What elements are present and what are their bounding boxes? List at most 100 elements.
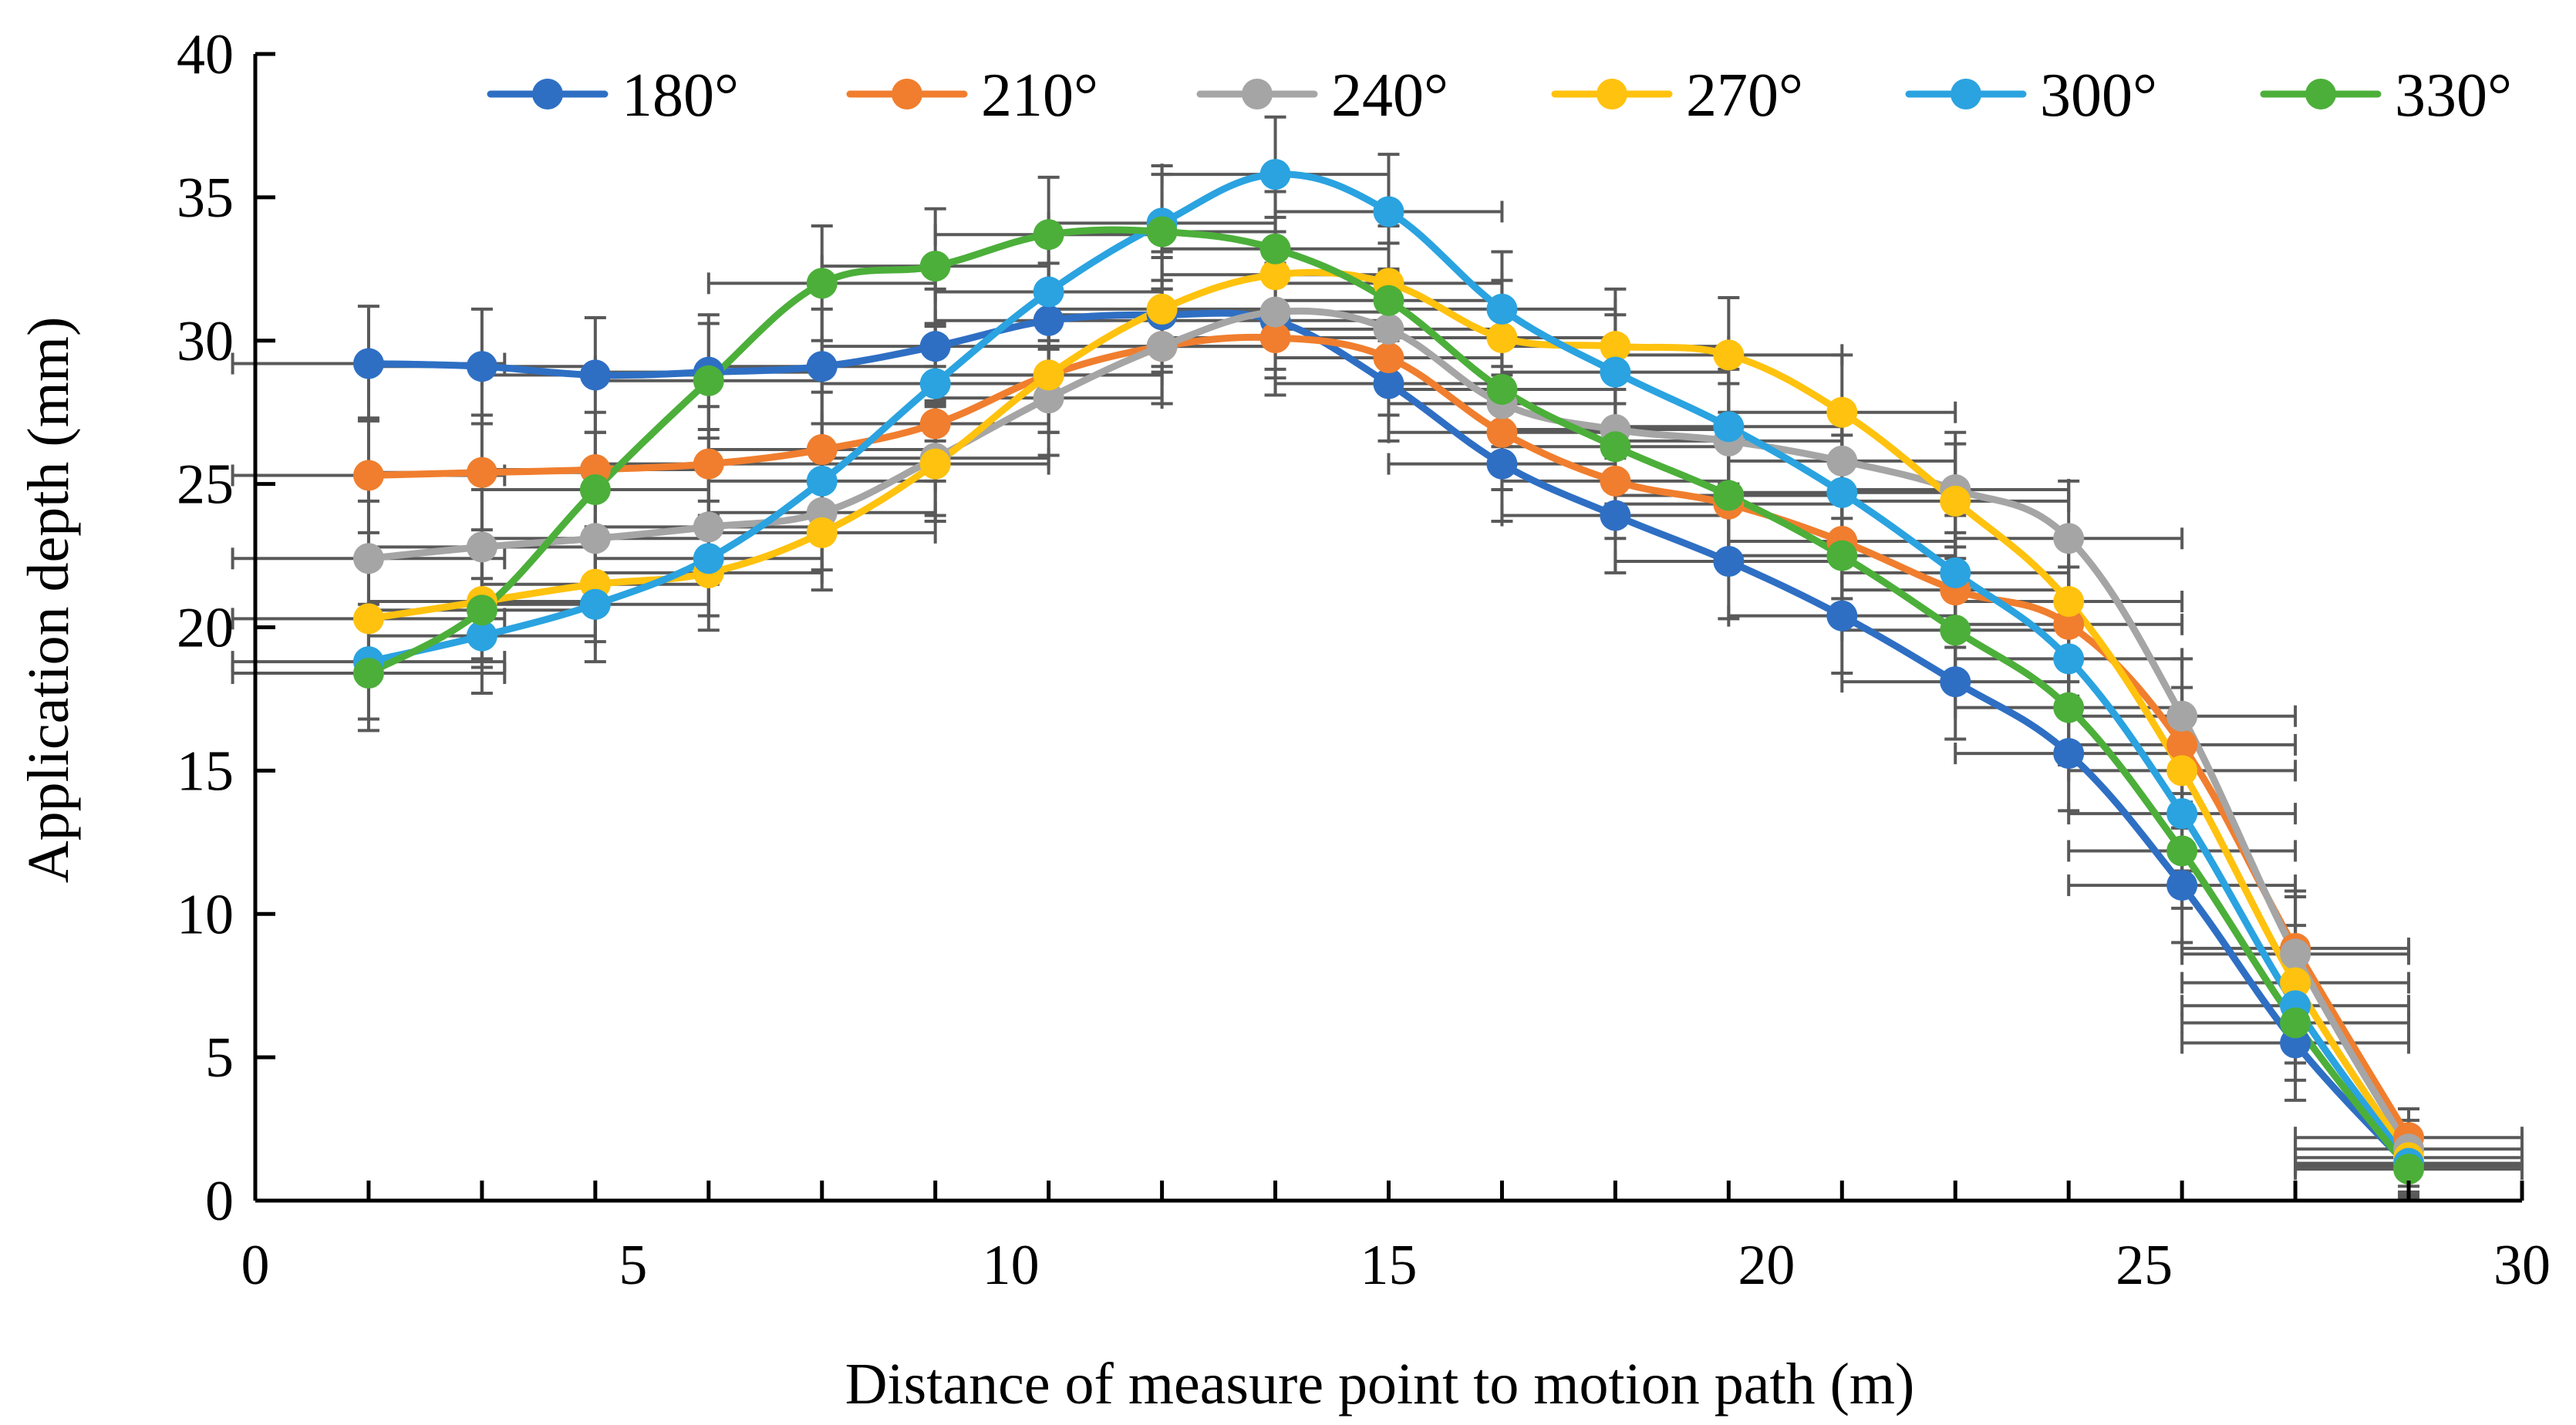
data-point xyxy=(1940,557,1971,588)
y-tick-label: 25 xyxy=(177,453,234,517)
data-point xyxy=(2393,1154,2425,1185)
data-point xyxy=(1033,382,1064,414)
data-point xyxy=(1259,322,1291,354)
data-point xyxy=(1259,296,1291,328)
data-point xyxy=(1713,545,1745,577)
data-point xyxy=(1713,480,1745,511)
data-point xyxy=(1600,500,1631,531)
data-point xyxy=(1486,373,1518,405)
data-point xyxy=(1826,396,1858,428)
data-point xyxy=(693,543,724,574)
data-point xyxy=(919,251,951,282)
legend-label: 330° xyxy=(2395,62,2512,130)
data-point xyxy=(806,351,838,382)
legend-marker xyxy=(892,79,922,109)
data-point xyxy=(1600,356,1631,388)
x-axis-title: Distance of measure point to motion path… xyxy=(845,1352,1915,1417)
data-point xyxy=(352,603,384,635)
x-tick-label: 20 xyxy=(1738,1234,1795,1297)
x-tick-label: 30 xyxy=(2493,1234,2551,1297)
data-point xyxy=(806,517,838,548)
data-point xyxy=(2280,967,2311,999)
data-point xyxy=(466,595,497,626)
data-point xyxy=(806,268,838,299)
data-point xyxy=(2280,1007,2311,1039)
legend-label: 240° xyxy=(1331,62,1448,130)
data-point xyxy=(1826,445,1858,477)
data-point xyxy=(466,351,497,382)
data-point xyxy=(466,456,497,488)
data-point xyxy=(1146,293,1178,325)
data-point xyxy=(1940,485,1971,517)
y-tick-label: 20 xyxy=(177,597,234,660)
legend-marker xyxy=(1597,79,1627,109)
series-line xyxy=(365,170,2412,1167)
data-point xyxy=(919,368,951,399)
data-point xyxy=(2053,692,2085,723)
x-tick-label: 25 xyxy=(2116,1234,2173,1297)
legend-label: 180° xyxy=(622,62,739,130)
data-point xyxy=(2053,586,2085,618)
x-tick-label: 0 xyxy=(241,1234,270,1297)
data-point xyxy=(2280,938,2311,970)
y-tick-label: 30 xyxy=(177,310,234,373)
data-point xyxy=(466,620,497,652)
data-point xyxy=(2053,608,2085,640)
data-point xyxy=(579,523,611,554)
legend-marker xyxy=(1242,79,1273,109)
data-point xyxy=(693,448,724,480)
data-point xyxy=(579,474,611,506)
data-point xyxy=(1486,322,1518,354)
data-point xyxy=(579,588,611,620)
data-point xyxy=(1033,276,1064,308)
data-point xyxy=(1033,359,1064,391)
y-tick-label: 0 xyxy=(205,1170,234,1233)
data-point xyxy=(693,511,724,543)
series-markers xyxy=(352,159,2425,1185)
data-point xyxy=(1826,477,1858,508)
data-point xyxy=(693,365,724,396)
data-point xyxy=(1826,540,1858,571)
data-point xyxy=(1373,313,1404,345)
data-point xyxy=(352,348,384,379)
data-point xyxy=(919,331,951,362)
data-point xyxy=(2053,523,2085,554)
data-point xyxy=(1033,305,1064,336)
data-point xyxy=(1373,196,1404,227)
data-point xyxy=(579,359,611,391)
x-tick-label: 15 xyxy=(1360,1234,1418,1297)
data-point xyxy=(1373,342,1404,374)
data-point xyxy=(2166,835,2198,867)
data-point xyxy=(2166,798,2198,830)
data-point xyxy=(1033,219,1064,251)
axes: 0 5 10 15 20 25 30 35 40 0 5 10 15 20 25 30 xyxy=(177,23,2551,1297)
data-point xyxy=(352,657,384,689)
data-point xyxy=(2053,643,2085,675)
data-point xyxy=(2166,700,2198,732)
data-point xyxy=(1600,431,1631,463)
legend-label: 300° xyxy=(2040,62,2157,130)
data-point xyxy=(1713,339,1745,371)
data-point xyxy=(2166,729,2198,760)
x-tick-label: 10 xyxy=(983,1234,1040,1297)
data-point xyxy=(1146,331,1178,362)
y-tick-label: 15 xyxy=(177,739,234,803)
data-point xyxy=(466,531,497,563)
data-point xyxy=(919,408,951,440)
data-point xyxy=(1373,285,1404,316)
data-point xyxy=(1940,615,1971,646)
data-point xyxy=(1259,159,1291,190)
data-point xyxy=(1600,331,1631,362)
data-point xyxy=(352,460,384,491)
y-tick-label: 40 xyxy=(177,23,234,86)
data-point xyxy=(1713,411,1745,443)
data-point xyxy=(806,434,838,466)
data-point xyxy=(2053,738,2085,770)
y-tick-label: 5 xyxy=(205,1026,234,1090)
legend-marker xyxy=(1951,79,1981,109)
data-point xyxy=(806,465,838,497)
data-point xyxy=(1259,259,1291,291)
data-point xyxy=(1259,233,1291,264)
data-point xyxy=(1826,600,1858,632)
